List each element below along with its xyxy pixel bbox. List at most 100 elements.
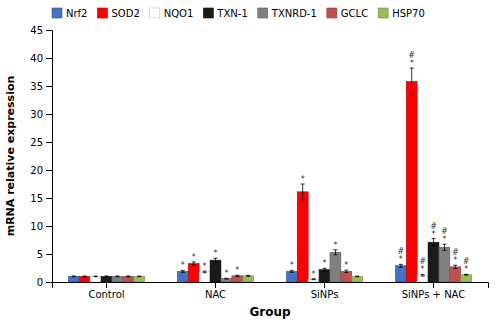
error-cap (333, 254, 337, 255)
error-cap (83, 275, 87, 276)
bar (439, 247, 450, 282)
error-cap (224, 279, 228, 280)
error-bar (115, 275, 119, 277)
series (101, 239, 439, 282)
error-cap (105, 276, 109, 277)
error-cap (453, 268, 457, 269)
error-bar (421, 274, 425, 276)
y-tick-label: 45 (30, 25, 43, 36)
error-bar (290, 270, 294, 272)
legend-item: TXNRD-1 (258, 8, 317, 19)
error-cap (115, 276, 119, 277)
legend-swatch (150, 8, 160, 18)
annotation: # (397, 247, 404, 256)
x-axis-title: Group (249, 305, 291, 319)
x-tick-label: NAC (205, 289, 226, 300)
error-cap (442, 250, 446, 251)
bar (232, 276, 243, 282)
error-cap (410, 94, 414, 95)
error-line (335, 250, 336, 255)
y-tick: 20 (30, 165, 52, 176)
error-line (400, 264, 401, 267)
bar (221, 279, 232, 282)
annotation: * (224, 269, 228, 278)
bar (210, 260, 221, 282)
error-cap (105, 275, 109, 276)
y-tick-label: 40 (30, 53, 43, 64)
y-tick-mark (46, 226, 52, 227)
x-tick-label: SiNPs + NAC (402, 289, 466, 300)
y-tick: 35 (30, 81, 52, 92)
y-tick-label: 15 (30, 193, 43, 204)
bar (319, 270, 330, 282)
bar (123, 276, 134, 282)
bar (68, 276, 79, 282)
legend-item: SOD2 (97, 8, 139, 19)
annotation: # (430, 222, 437, 231)
legend-item: HSP70 (378, 8, 425, 19)
x-axis-line (53, 283, 489, 289)
error-line (455, 265, 456, 268)
annotation: * (301, 175, 305, 184)
x-tick: Control (88, 282, 124, 300)
y-tick-mark (46, 198, 52, 199)
error-cap (312, 279, 316, 280)
y-axis-title: mRNA relative expression (4, 76, 17, 237)
bar (450, 267, 461, 282)
x-tick: NAC (205, 282, 226, 300)
y-tick-label: 10 (30, 221, 43, 232)
error-bar (214, 258, 218, 262)
legend-item: TXN-1 (203, 8, 247, 19)
legend-label: TXNRD-1 (271, 8, 317, 19)
legend-label: GCLC (341, 8, 368, 19)
y-tick-label: 25 (30, 137, 43, 148)
annotation: * (410, 59, 414, 68)
y-tick-mark (46, 142, 52, 143)
error-line (444, 244, 445, 250)
bar (243, 276, 254, 282)
annotation: * (203, 262, 207, 271)
annotation: # (408, 51, 415, 60)
error-bar (333, 250, 337, 255)
error-bar (432, 239, 436, 246)
bar (417, 275, 428, 282)
error-cap (301, 199, 305, 200)
error-bar (453, 265, 457, 268)
error-line (193, 262, 194, 265)
error-cap (72, 276, 76, 277)
x-tick: SiNPs (311, 282, 339, 300)
error-line (324, 268, 325, 271)
x-tick-label: Control (88, 289, 124, 300)
bar (308, 279, 319, 282)
error-bar (410, 68, 414, 95)
error-bar (181, 270, 185, 272)
error-cap (115, 275, 119, 276)
error-cap (137, 276, 141, 277)
error-bar (355, 276, 359, 278)
y-tick: 5 (37, 249, 52, 260)
legend-label: Nrf2 (66, 8, 87, 19)
error-cap (126, 276, 130, 277)
annotation: # (441, 227, 448, 236)
legend-item: NQO1 (150, 8, 194, 19)
error-cap (464, 275, 468, 276)
annotation: # (452, 248, 459, 257)
error-cap (290, 272, 294, 273)
error-cap (72, 275, 76, 276)
bar (177, 271, 188, 282)
legend-label: TXN-1 (216, 8, 247, 19)
series (79, 68, 417, 282)
y-tick: 30 (30, 109, 52, 120)
error-bar (203, 271, 207, 273)
error-cap (137, 276, 141, 277)
bar (461, 275, 472, 282)
legend-swatch (378, 8, 388, 18)
annotation: * (432, 230, 436, 239)
error-cap (203, 272, 207, 273)
error-cap (399, 267, 403, 268)
bar (101, 276, 112, 282)
error-bar (83, 275, 87, 277)
error-cap (94, 276, 98, 277)
annotation: * (235, 266, 239, 275)
annotation: * (290, 261, 294, 270)
